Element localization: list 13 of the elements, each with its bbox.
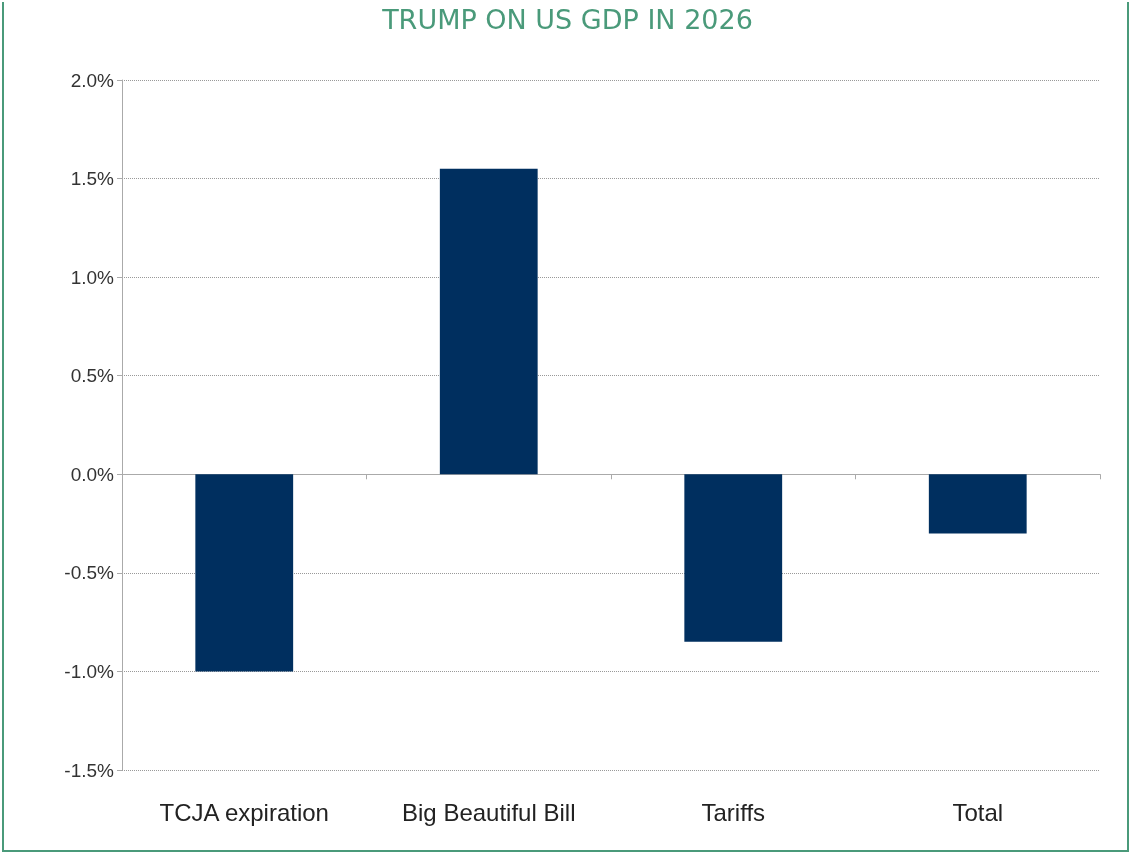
y-tick-label: 1.0% bbox=[70, 266, 115, 288]
y-tick-label: 0.5% bbox=[70, 365, 115, 387]
x-tick-label: Big Beautiful Bill bbox=[402, 798, 576, 826]
y-tick-label: 1.5% bbox=[70, 168, 115, 190]
y-tick-label: -1.0% bbox=[64, 660, 115, 682]
x-tick-label: Total bbox=[952, 798, 1004, 826]
x-tick-label: TCJA expiration bbox=[159, 798, 329, 826]
chart-title: TRUMP ON US GDP IN 2026 bbox=[381, 4, 754, 35]
y-tick-label: 2.0% bbox=[70, 69, 115, 91]
y-tick-label: 0.0% bbox=[70, 463, 115, 485]
y-tick-label: -0.5% bbox=[64, 562, 115, 584]
y-tick-label: -1.5% bbox=[64, 759, 115, 781]
x-tick-label: Tariffs bbox=[701, 798, 766, 826]
